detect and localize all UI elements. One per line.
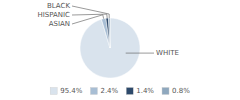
- legend-swatch: [90, 88, 97, 95]
- chart: BLACKHISPANICASIAN WHITE 95.4% 2.4% 1.4% 0.8%: [0, 0, 240, 100]
- slice-label: WHITE: [156, 49, 179, 57]
- legend-swatch: [50, 88, 57, 95]
- leader-line: [126, 53, 154, 54]
- legend-swatch: [162, 88, 169, 95]
- pie: [80, 18, 140, 78]
- slice-label: HISPANIC: [37, 11, 70, 19]
- legend-label: 95.4%: [60, 87, 83, 95]
- legend-swatch: [126, 88, 133, 95]
- slice-label: BLACK: [47, 2, 70, 10]
- slice-labels: BLACKHISPANICASIAN WHITE: [37, 2, 178, 57]
- legend-label: 1.4%: [136, 87, 154, 95]
- slice-label: ASIAN: [49, 20, 70, 28]
- leader-line: [72, 15, 104, 24]
- legend-label: 0.8%: [172, 87, 190, 95]
- pie-slice: [108, 18, 110, 48]
- legend: 95.4% 2.4% 1.4% 0.8%: [50, 87, 190, 95]
- pie-slice: [80, 18, 140, 78]
- pie-slice: [101, 18, 110, 48]
- leader-line: [72, 6, 109, 18]
- pie-slice: [106, 18, 110, 48]
- legend-label: 2.4%: [100, 87, 118, 95]
